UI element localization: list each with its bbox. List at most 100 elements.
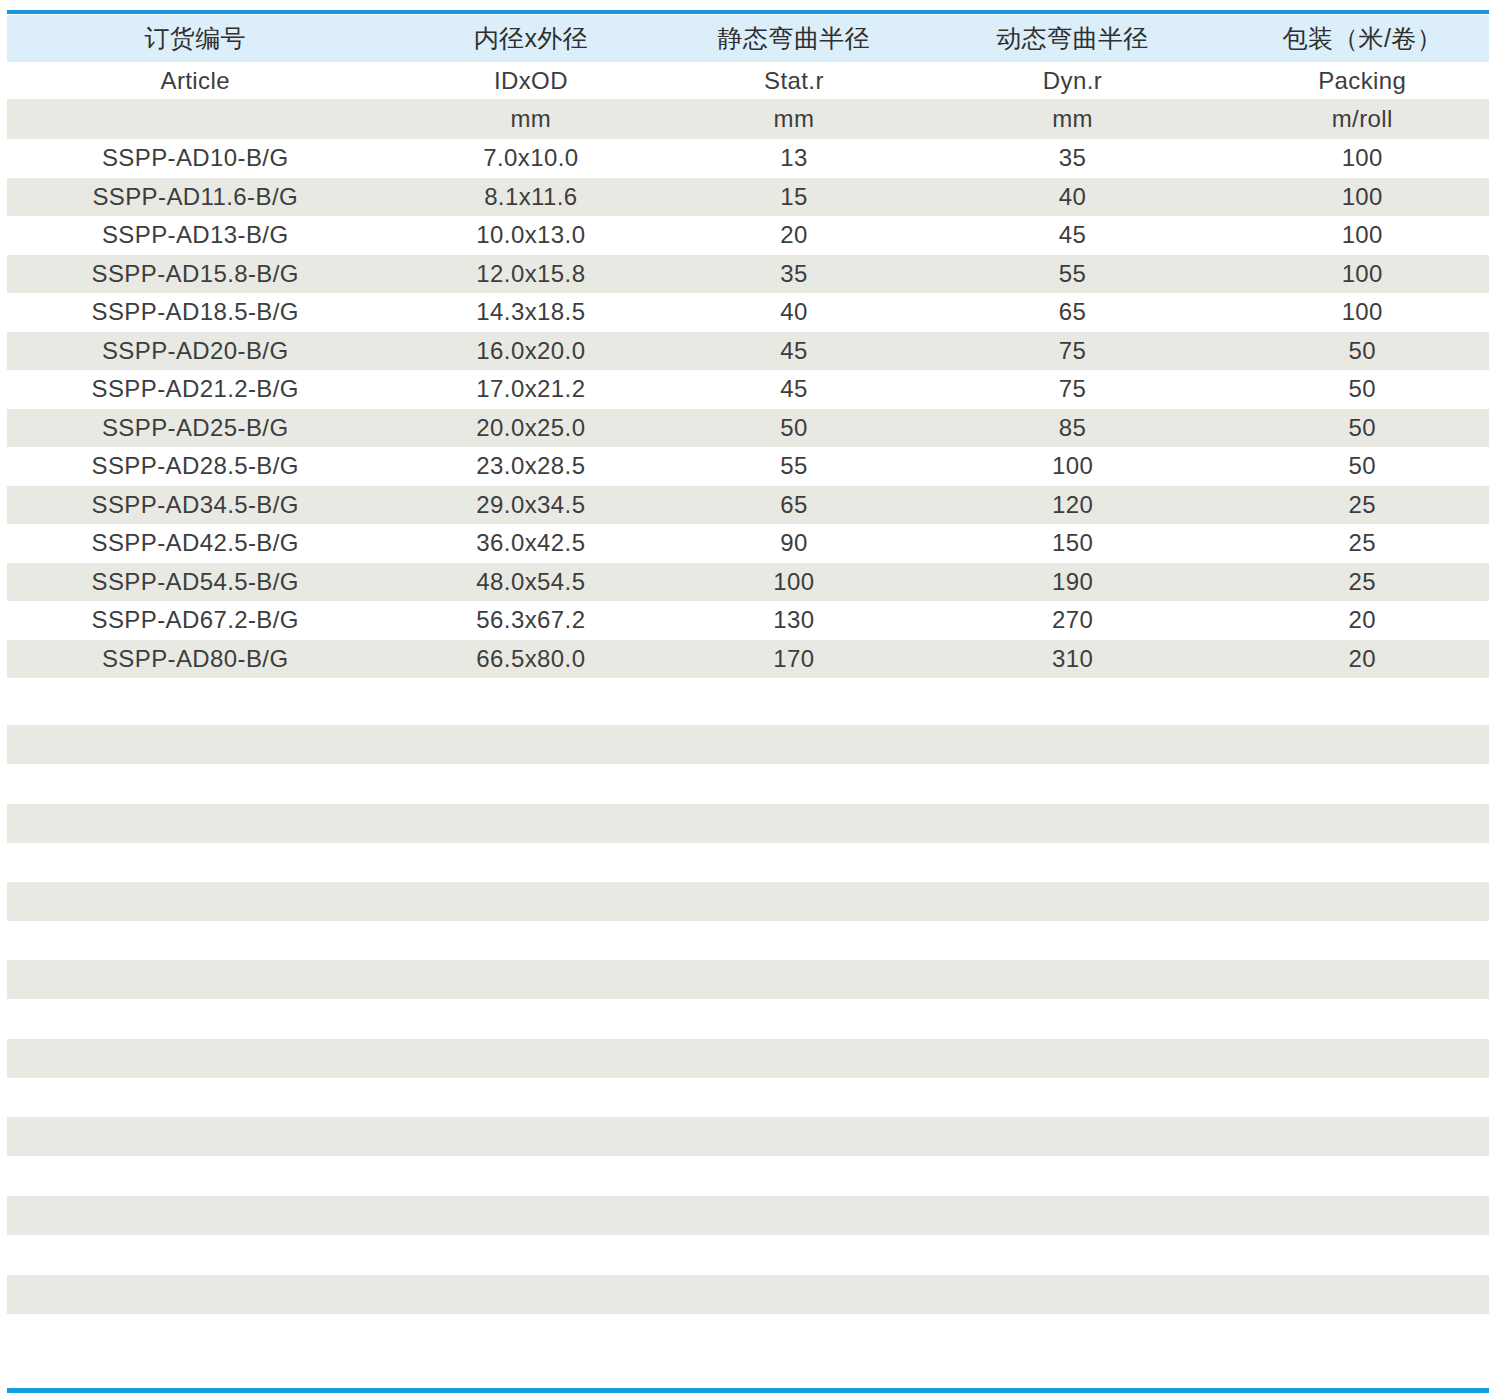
bottom-accent-rule	[7, 1388, 1489, 1393]
unit-packing: m/roll	[1236, 105, 1489, 133]
cell-idxod: 12.0x15.8	[383, 260, 678, 288]
col-header-article-cn: 订货编号	[7, 22, 383, 55]
cell-statr: 45	[678, 375, 909, 403]
cell-dynr: 190	[910, 568, 1236, 596]
cell-article: SSPP-AD80-B/G	[7, 645, 383, 673]
table-row: SSPP-AD25-B/G 20.0x25.0 50 85 50	[7, 409, 1489, 448]
empty-row-stripe	[7, 804, 1489, 843]
cell-dynr: 100	[910, 452, 1236, 480]
cell-article: SSPP-AD21.2-B/G	[7, 375, 383, 403]
cell-article: SSPP-AD54.5-B/G	[7, 568, 383, 596]
empty-row-stripe	[7, 1275, 1489, 1314]
cell-idxod: 10.0x13.0	[383, 221, 678, 249]
cell-idxod: 7.0x10.0	[383, 144, 678, 172]
cell-idxod: 56.3x67.2	[383, 606, 678, 634]
col-header-packing-en: Packing	[1236, 67, 1489, 95]
table-row: SSPP-AD34.5-B/G 29.0x34.5 65 120 25	[7, 486, 1489, 525]
cell-article: SSPP-AD34.5-B/G	[7, 491, 383, 519]
col-header-idxod-en: IDxOD	[383, 67, 678, 95]
unit-statr: mm	[678, 105, 909, 133]
cell-article: SSPP-AD15.8-B/G	[7, 260, 383, 288]
cell-dynr: 85	[910, 414, 1236, 442]
cell-article: SSPP-AD10-B/G	[7, 144, 383, 172]
cell-statr: 130	[678, 606, 909, 634]
cell-article: SSPP-AD67.2-B/G	[7, 606, 383, 634]
cell-statr: 35	[678, 260, 909, 288]
cell-packing: 100	[1236, 260, 1489, 288]
table-row: SSPP-AD11.6-B/G 8.1x11.6 15 40 100	[7, 178, 1489, 217]
cell-dynr: 75	[910, 337, 1236, 365]
cell-statr: 65	[678, 491, 909, 519]
cell-packing: 100	[1236, 183, 1489, 211]
col-header-article-en: Article	[7, 67, 383, 95]
cell-packing: 20	[1236, 606, 1489, 634]
cell-statr: 40	[678, 298, 909, 326]
cell-statr: 90	[678, 529, 909, 557]
cell-packing: 25	[1236, 568, 1489, 596]
cell-article: SSPP-AD42.5-B/G	[7, 529, 383, 557]
table-header-row-english: Article IDxOD Stat.r Dyn.r Packing	[7, 62, 1489, 99]
table-row: SSPP-AD28.5-B/G 23.0x28.5 55 100 50	[7, 447, 1489, 486]
cell-idxod: 23.0x28.5	[383, 452, 678, 480]
unit-dynr: mm	[910, 105, 1236, 133]
cell-packing: 50	[1236, 337, 1489, 365]
empty-row-stripe	[7, 1196, 1489, 1235]
cell-idxod: 8.1x11.6	[383, 183, 678, 211]
cell-statr: 13	[678, 144, 909, 172]
cell-statr: 100	[678, 568, 909, 596]
cell-idxod: 14.3x18.5	[383, 298, 678, 326]
table-row: SSPP-AD18.5-B/G 14.3x18.5 40 65 100	[7, 293, 1489, 332]
cell-idxod: 17.0x21.2	[383, 375, 678, 403]
col-header-dynr-cn: 动态弯曲半径	[910, 22, 1236, 55]
cell-packing: 50	[1236, 452, 1489, 480]
cell-packing: 20	[1236, 645, 1489, 673]
unit-idxod: mm	[383, 105, 678, 133]
table-row: SSPP-AD15.8-B/G 12.0x15.8 35 55 100	[7, 255, 1489, 294]
table-row: SSPP-AD42.5-B/G 36.0x42.5 90 150 25	[7, 524, 1489, 563]
empty-row-stripe	[7, 725, 1489, 764]
cell-statr: 50	[678, 414, 909, 442]
cell-article: SSPP-AD25-B/G	[7, 414, 383, 442]
catalog-table-page: 订货编号 内径x外径 静态弯曲半径 动态弯曲半径 包装（米/卷） Article…	[0, 0, 1500, 1400]
cell-packing: 100	[1236, 144, 1489, 172]
cell-statr: 170	[678, 645, 909, 673]
table-row: SSPP-AD21.2-B/G 17.0x21.2 45 75 50	[7, 370, 1489, 409]
table-header-row-chinese: 订货编号 内径x外径 静态弯曲半径 动态弯曲半径 包装（米/卷）	[7, 15, 1489, 62]
cell-packing: 50	[1236, 375, 1489, 403]
cell-statr: 45	[678, 337, 909, 365]
table-header-row-units: mm mm mm m/roll	[7, 99, 1489, 139]
cell-idxod: 20.0x25.0	[383, 414, 678, 442]
cell-idxod: 36.0x42.5	[383, 529, 678, 557]
col-header-dynr-en: Dyn.r	[910, 67, 1236, 95]
cell-packing: 100	[1236, 221, 1489, 249]
table-row: SSPP-AD54.5-B/G 48.0x54.5 100 190 25	[7, 563, 1489, 602]
cell-dynr: 40	[910, 183, 1236, 211]
table-body: SSPP-AD10-B/G 7.0x10.0 13 35 100 SSPP-AD…	[7, 139, 1489, 678]
col-header-idxod-cn: 内径x外径	[383, 22, 678, 55]
cell-dynr: 35	[910, 144, 1236, 172]
empty-row-stripe	[7, 1039, 1489, 1078]
cell-dynr: 310	[910, 645, 1236, 673]
cell-idxod: 29.0x34.5	[383, 491, 678, 519]
cell-article: SSPP-AD28.5-B/G	[7, 452, 383, 480]
col-header-statr-cn: 静态弯曲半径	[678, 22, 909, 55]
cell-article: SSPP-AD20-B/G	[7, 337, 383, 365]
cell-statr: 20	[678, 221, 909, 249]
table-row: SSPP-AD10-B/G 7.0x10.0 13 35 100	[7, 139, 1489, 178]
cell-article: SSPP-AD18.5-B/G	[7, 298, 383, 326]
cell-statr: 15	[678, 183, 909, 211]
cell-idxod: 66.5x80.0	[383, 645, 678, 673]
empty-row-stripe	[7, 1117, 1489, 1156]
cell-article: SSPP-AD13-B/G	[7, 221, 383, 249]
cell-dynr: 75	[910, 375, 1236, 403]
cell-dynr: 120	[910, 491, 1236, 519]
col-header-statr-en: Stat.r	[678, 67, 909, 95]
cell-dynr: 55	[910, 260, 1236, 288]
table-row: SSPP-AD80-B/G 66.5x80.0 170 310 20	[7, 640, 1489, 679]
cell-article: SSPP-AD11.6-B/G	[7, 183, 383, 211]
cell-statr: 55	[678, 452, 909, 480]
empty-row-stripe	[7, 882, 1489, 921]
cell-dynr: 150	[910, 529, 1236, 557]
cell-dynr: 270	[910, 606, 1236, 634]
cell-packing: 100	[1236, 298, 1489, 326]
